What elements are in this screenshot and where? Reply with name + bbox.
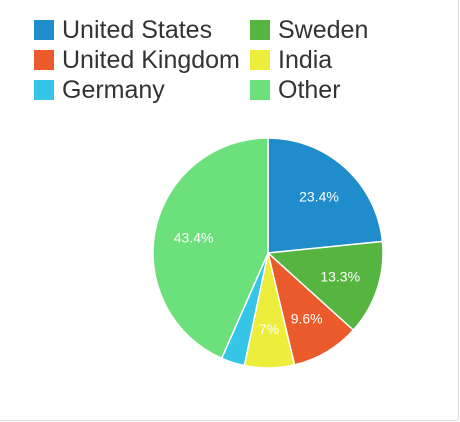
legend-label: Sweden: [278, 16, 369, 44]
pie-slice-sweden[interactable]: [266, 240, 384, 332]
pie-slice-label: 7%: [259, 321, 279, 337]
pie-slice-other[interactable]: [152, 137, 269, 360]
legend-swatch: [250, 50, 270, 70]
pie-slice-label: 23.4%: [299, 189, 339, 205]
legend-swatch: [250, 80, 270, 100]
pie-slice-united-states[interactable]: [267, 137, 384, 254]
legend-item-india[interactable]: India: [250, 45, 420, 75]
legend-item-other[interactable]: Other: [250, 75, 420, 105]
pie-slice-label: 43.4%: [174, 229, 214, 245]
legend-label: India: [278, 46, 333, 74]
legend-item-united-states[interactable]: United States: [34, 15, 250, 45]
legend-item-united-kingdom[interactable]: United Kingdom: [34, 45, 250, 75]
legend-item-germany[interactable]: Germany: [34, 75, 250, 105]
legend-swatch: [34, 20, 54, 40]
chart-legend: United States Sweden United Kingdom Indi…: [34, 15, 420, 105]
legend-item-sweden[interactable]: Sweden: [250, 15, 420, 45]
legend-swatch: [250, 20, 270, 40]
legend-label: United Kingdom: [62, 46, 240, 74]
legend-label: Germany: [62, 76, 165, 104]
legend-label: United States: [62, 16, 213, 44]
pie-slice-label: 13.3%: [320, 269, 360, 285]
pie-slice-label: 9.6%: [291, 310, 323, 326]
legend-swatch: [34, 50, 54, 70]
legend-label: Other: [278, 76, 341, 104]
legend-swatch: [34, 80, 54, 100]
